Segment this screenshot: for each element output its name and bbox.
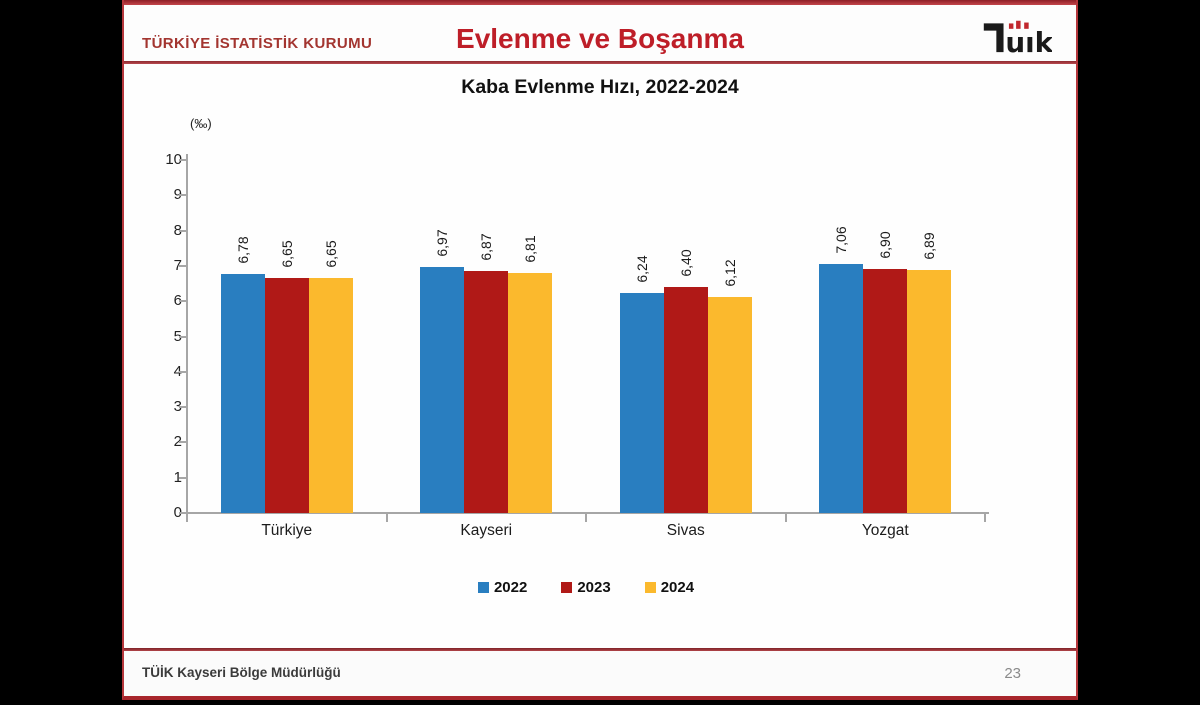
- y-tick-label: 6: [173, 292, 182, 310]
- legend-swatch-2022: [477, 582, 489, 593]
- y-tick-mark: [179, 476, 186, 479]
- bar-2022-Yozgat: [819, 263, 864, 513]
- y-tick-label: 7: [173, 256, 182, 274]
- page-number: 23: [1004, 665, 1021, 682]
- footer: TÜİK Kayseri Bölge Müdürlüğü 23: [124, 651, 1076, 696]
- legend-label-2022: 2022: [493, 579, 528, 596]
- bar-value-label: 6,78: [234, 236, 251, 264]
- y-tick-mark: [179, 370, 186, 373]
- y-axis-unit-label: (‰): [190, 116, 212, 131]
- bar-value-label: 6,90: [877, 231, 894, 260]
- legend-item-2024: 2024: [644, 579, 695, 596]
- x-axis-line: [186, 512, 989, 514]
- y-tick-label: 3: [173, 398, 182, 416]
- category-label-Kayseri: Kayseri: [460, 522, 513, 539]
- bar-value-label: 6,65: [322, 240, 339, 268]
- y-tick-mark: [179, 335, 186, 338]
- bar-2022-Kayseri: [420, 266, 465, 513]
- y-tick-mark: [179, 441, 186, 444]
- y-tick-mark: [179, 264, 186, 267]
- bar-value-label: 6,40: [677, 249, 694, 277]
- y-tick-mark: [179, 194, 186, 197]
- bar-value-label: 6,24: [633, 255, 650, 283]
- bar-value-label: 6,97: [434, 229, 451, 257]
- y-tick-label: 1: [173, 468, 182, 486]
- y-tick-label: 2: [173, 433, 182, 451]
- bar-2024-Sivas: [707, 296, 752, 513]
- y-tick-label: 5: [173, 327, 182, 345]
- footer-divider: [124, 648, 1076, 651]
- y-axis-labels: 0 1 2 3 4 5 6 7 8 9 10: [124, 151, 182, 521]
- bar-value-label: 7,06: [833, 226, 850, 254]
- org-name: TÜRKİYE İSTATİSTİK KURUMU: [142, 35, 373, 52]
- bar-2022-Türkiye: [220, 273, 265, 513]
- legend-swatch-2024: [644, 582, 656, 593]
- bar-value-label: 6,65: [278, 240, 295, 268]
- x-tick-mark: [585, 514, 587, 522]
- bar-2023-Sivas: [663, 287, 708, 513]
- chart-title: Kaba Evlenme Hızı, 2022-2024: [461, 76, 739, 98]
- y-tick-mark: [179, 229, 186, 232]
- header-divider: [124, 61, 1076, 64]
- category-label-Türkiye: Türkiye: [261, 522, 313, 539]
- top-red-bar: [124, 0, 1076, 5]
- tuik-logo-icon: uık: [983, 20, 1055, 59]
- y-tick-label: 4: [173, 362, 182, 380]
- y-tick-label: 0: [173, 504, 182, 521]
- bar-2023-Yozgat: [863, 269, 908, 513]
- tuik-logo: uık: [982, 15, 1055, 62]
- bar-value-label: 6,89: [921, 232, 938, 260]
- y-tick-label: 9: [173, 186, 182, 204]
- bar-2023-Kayseri: [464, 270, 509, 513]
- slide-title: Evlenme ve Boşanma: [456, 23, 744, 54]
- y-tick-mark: [179, 159, 186, 161]
- svg-text:uık: uık: [1005, 26, 1052, 57]
- plot-area: 6,78 6,97 6,24 7,06 6,65 6,87 6,40 6,90 6,65 6,81…: [179, 154, 989, 522]
- legend-swatch-2023: [561, 582, 573, 593]
- x-tick-mark: [984, 514, 986, 522]
- bar-2024-Kayseri: [508, 272, 553, 513]
- category-label-Sivas: Sivas: [666, 522, 705, 539]
- y-tick-mark: [179, 300, 186, 303]
- y-tick-mark: [179, 512, 186, 514]
- legend-item-2023: 2023: [561, 579, 611, 596]
- x-tick-mark: [784, 514, 787, 522]
- bar-2024-Türkiye: [308, 278, 353, 513]
- bar-2022-Sivas: [619, 292, 664, 513]
- header: TÜRKİYE İSTATİSTİK KURUMU Evlenme ve Boş…: [124, 5, 1076, 61]
- slide: TÜRKİYE İSTATİSTİK KURUMU Evlenme ve Boş…: [122, 0, 1078, 700]
- bar-value-label: 6,81: [522, 234, 539, 263]
- bar-value-label: 6,87: [478, 232, 495, 261]
- x-tick-mark: [186, 514, 188, 522]
- y-tick-label: 8: [173, 221, 182, 239]
- category-label-Yozgat: Yozgat: [861, 522, 909, 539]
- bar-2024-Yozgat: [907, 269, 952, 513]
- y-tick-mark: [179, 406, 186, 409]
- x-tick-mark: [385, 514, 388, 522]
- bar-2023-Türkiye: [264, 278, 309, 513]
- footer-org: TÜİK Kayseri Bölge Müdürlüğü: [142, 665, 341, 680]
- bar-value-label: 6,12: [721, 259, 738, 287]
- legend-item-2022: 2022: [477, 579, 528, 596]
- y-tick-label: 10: [165, 151, 182, 168]
- y-axis-line: [186, 154, 188, 514]
- legend-label-2024: 2024: [660, 579, 695, 596]
- x-category-labels: Türkiye Kayseri Sivas Yozgat: [187, 522, 985, 544]
- chart-legend: 2022 2023 2024: [187, 579, 985, 596]
- legend-label-2023: 2023: [577, 579, 611, 596]
